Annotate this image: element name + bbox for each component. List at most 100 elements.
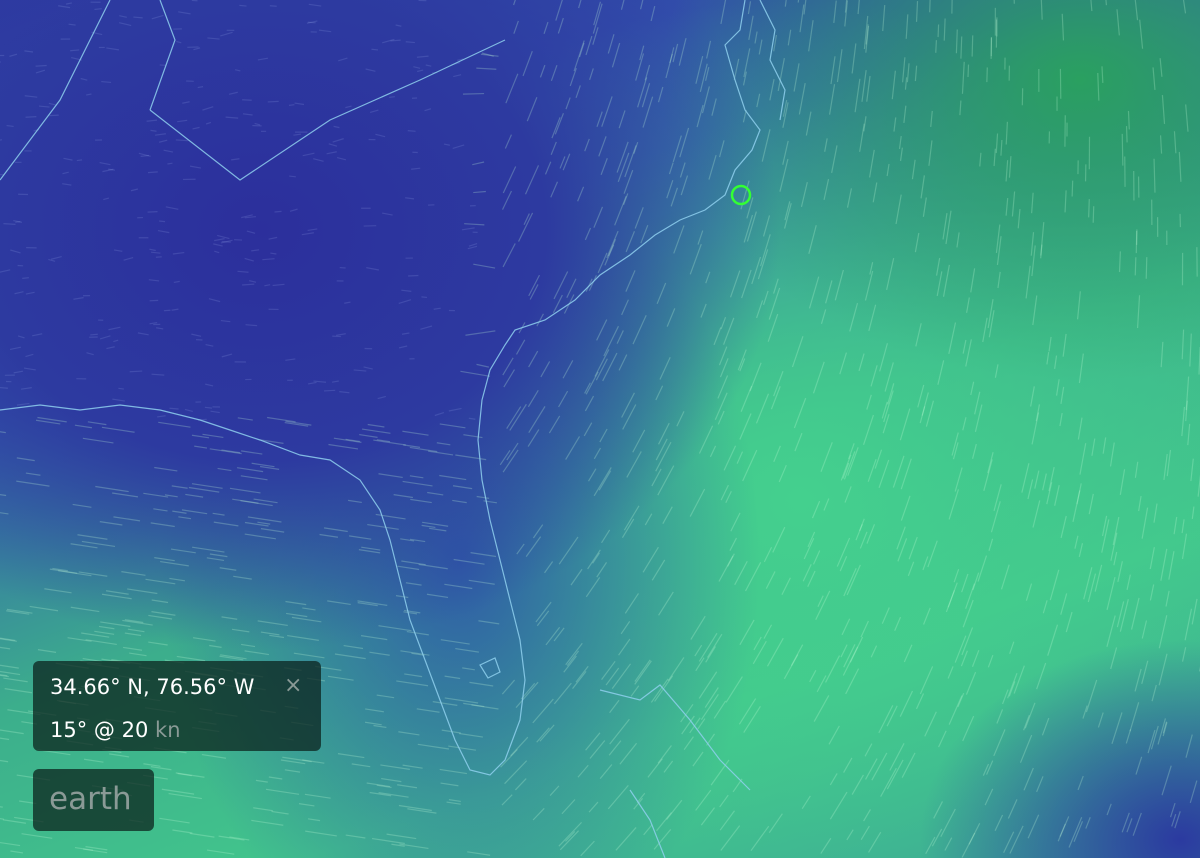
- wind-streak: [881, 401, 888, 419]
- wind-streak: [397, 565, 420, 571]
- wind-streak: [713, 327, 722, 346]
- wind-streak: [271, 810, 289, 815]
- wind-streak: [288, 104, 295, 106]
- wind-streak: [70, 543, 98, 549]
- wind-streak: [657, 86, 664, 103]
- wind-streak: [961, 832, 976, 858]
- wind-streak: [269, 634, 285, 639]
- wind-streak: [426, 593, 449, 599]
- wind-streak: [800, 181, 808, 207]
- wind-streak: [345, 834, 366, 839]
- wind-streak: [968, 822, 981, 845]
- wind-streak: [747, 1, 752, 15]
- wind-streak: [528, 274, 541, 297]
- wind-streak: [345, 105, 352, 109]
- wind-streak: [1158, 653, 1168, 686]
- wind-streak: [849, 302, 859, 332]
- wind-streak: [554, 113, 564, 135]
- wind-streak: [302, 607, 316, 611]
- wind-streak: [886, 257, 895, 290]
- wind-streak: [584, 395, 595, 412]
- wind-streak: [550, 141, 557, 156]
- wind-streak: [218, 835, 245, 841]
- wind-streak: [951, 0, 953, 14]
- wind-streak: [987, 654, 994, 668]
- wind-streak: [967, 64, 970, 78]
- earth-menu-button[interactable]: earth: [33, 769, 154, 831]
- wind-streak: [472, 161, 485, 166]
- wind-streak: [844, 0, 849, 27]
- wind-streak: [872, 182, 878, 203]
- wind-streak: [866, 394, 872, 410]
- wind-streak: [251, 249, 260, 252]
- wind-streak: [622, 404, 637, 430]
- wind-streak: [0, 269, 11, 273]
- wind-streak: [614, 195, 627, 226]
- wind-unit-toggle[interactable]: kn: [155, 718, 181, 742]
- wind-streak: [1025, 583, 1033, 601]
- wind-streak: [1088, 199, 1090, 218]
- wind-streak: [657, 465, 675, 496]
- wind-streak: [891, 70, 896, 100]
- wind-streak: [960, 650, 968, 667]
- wind-streak: [1168, 551, 1175, 580]
- wind-streak: [642, 546, 659, 573]
- wind-streak: [851, 774, 864, 795]
- wind-streak: [865, 758, 878, 780]
- wind-streak: [177, 772, 192, 777]
- location-marker[interactable]: [730, 184, 752, 206]
- wind-streak: [1008, 681, 1016, 697]
- wind-streak: [143, 492, 169, 498]
- wind-streak: [528, 406, 546, 434]
- wind-streak: [884, 362, 894, 392]
- wind-streak: [1141, 660, 1149, 685]
- wind-streak: [954, 467, 963, 492]
- wind-streak: [417, 69, 424, 73]
- wind-streak: [558, 536, 579, 565]
- wind-streak: [501, 679, 516, 695]
- close-icon[interactable]: ×: [284, 673, 303, 698]
- wind-streak: [1047, 624, 1059, 656]
- wind-streak: [112, 492, 139, 498]
- wind-streak: [506, 406, 522, 429]
- wind-streak: [589, 740, 606, 759]
- wind-streak: [699, 63, 708, 93]
- wind-streak: [73, 297, 84, 300]
- wind-streak: [1141, 620, 1148, 639]
- wind-streak: [38, 105, 50, 108]
- wind-streak: [539, 724, 555, 742]
- wind-streak: [233, 575, 252, 580]
- wind-streak: [970, 268, 976, 293]
- wind-streak: [471, 704, 499, 710]
- wind-streak: [965, 339, 972, 367]
- wind-streak: [1046, 351, 1050, 365]
- wind-streak: [473, 190, 486, 194]
- wind-streak: [378, 473, 403, 479]
- wind-streak: [205, 343, 214, 347]
- wind-streak: [382, 212, 393, 216]
- wind-streak: [698, 632, 718, 662]
- wind-streak: [464, 223, 485, 226]
- wind-streak: [254, 122, 261, 126]
- wind-streak: [954, 635, 967, 663]
- wind-streak: [997, 271, 1001, 289]
- wind-streak: [331, 380, 339, 383]
- wind-streak: [599, 764, 613, 779]
- wind-streak: [99, 521, 123, 526]
- coordinates-text: 34.66° N, 76.56° W: [50, 675, 255, 699]
- wind-streak: [323, 527, 348, 533]
- wind-streak: [349, 535, 372, 540]
- wind-streak: [618, 638, 631, 656]
- wind-streak: [81, 632, 110, 638]
- wind-streak: [244, 533, 276, 540]
- wind-streak: [2, 819, 26, 824]
- wind-streak: [318, 29, 332, 33]
- wind-streak: [1088, 493, 1094, 515]
- wind-streak: [929, 0, 931, 13]
- wind-streak: [140, 154, 150, 157]
- wind-streak: [683, 736, 694, 751]
- wind-streak: [333, 437, 362, 443]
- wind-streak: [95, 485, 129, 493]
- wind-streak: [386, 833, 417, 840]
- wind-streak: [768, 287, 781, 320]
